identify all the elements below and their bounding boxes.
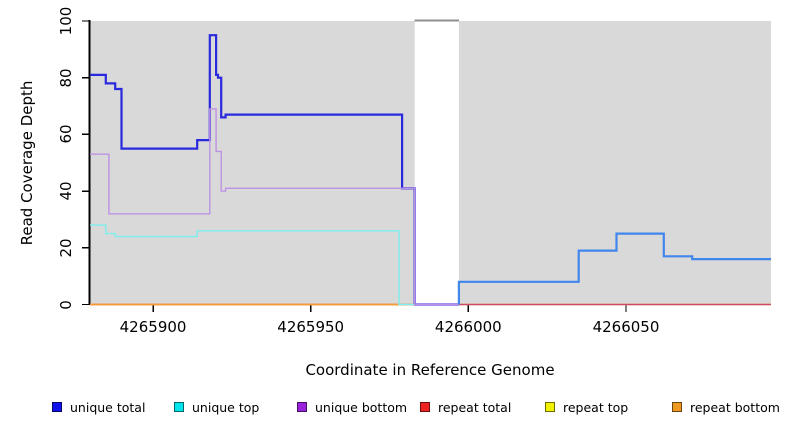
y-tick-label: 100 (57, 6, 75, 36)
legend-swatch-unique-top (174, 402, 184, 412)
y-tick-label: 20 (57, 238, 75, 258)
x-tick-label: 4266050 (592, 318, 660, 336)
x-axis-title: Coordinate in Reference Genome (305, 361, 555, 379)
legend-item-unique-total: unique total (52, 399, 145, 415)
x-tick-label: 4265950 (277, 318, 345, 336)
y-tick-label: 60 (57, 124, 75, 144)
legend-swatch-unique-total (52, 402, 62, 412)
y-tick-label: 80 (57, 68, 75, 88)
legend-label: repeat total (438, 399, 512, 415)
legend-label: unique bottom (315, 399, 408, 415)
x-tick-label: 4265900 (119, 318, 187, 336)
legend-item-unique-bottom: unique bottom (297, 399, 407, 415)
legend-label: unique total (70, 399, 146, 415)
legend-item-repeat-top: repeat top (545, 399, 628, 415)
y-axis-title: Read Coverage Depth (18, 80, 36, 246)
y-tick-label: 40 (57, 181, 75, 201)
x-tick-label: 4266000 (434, 318, 502, 336)
legend-swatch-repeat-total (420, 402, 430, 412)
legend-swatch-repeat-bottom (672, 402, 682, 412)
legend-item-repeat-bottom: repeat bottom (672, 399, 780, 415)
legend-swatch-repeat-top (545, 402, 555, 412)
y-tick-label: 0 (57, 299, 75, 310)
legend-label: repeat top (563, 399, 629, 415)
legend-item-unique-top: unique top (174, 399, 259, 415)
legend-item-repeat-total: repeat total (420, 399, 511, 415)
legend-label: repeat bottom (690, 399, 780, 415)
legend-swatch-unique-bottom (297, 402, 307, 412)
legend-label: unique top (192, 399, 260, 415)
